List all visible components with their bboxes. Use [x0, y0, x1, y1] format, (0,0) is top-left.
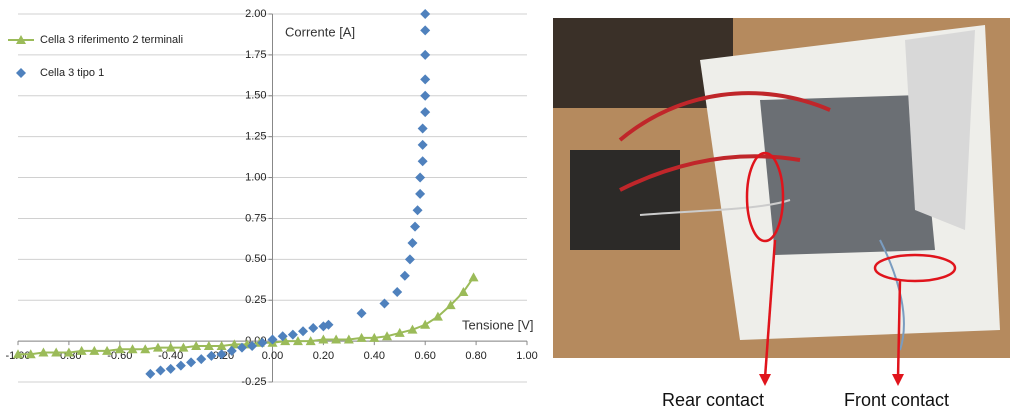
marker	[418, 123, 428, 133]
marker	[413, 205, 423, 215]
marker	[410, 222, 420, 232]
photo: Rear contact Front contact	[553, 18, 1010, 410]
marker	[418, 156, 428, 166]
holder	[570, 150, 680, 250]
legend-marker	[16, 68, 26, 78]
marker	[415, 189, 425, 199]
x-tick-label: 0.20	[313, 350, 334, 362]
arrowhead	[892, 374, 904, 386]
x-tick-label: 0.00	[262, 350, 283, 362]
marker	[420, 107, 430, 117]
page: Rear contact Front contact Corrente [A] …	[0, 0, 1020, 415]
y-tick-label: -0.25	[241, 376, 266, 388]
legend-label: Cella 3 tipo 1	[40, 67, 104, 79]
marker	[407, 238, 417, 248]
marker	[176, 361, 186, 371]
marker	[420, 50, 430, 60]
marker	[288, 330, 298, 340]
marker	[308, 323, 318, 333]
marker	[392, 287, 402, 297]
marker	[357, 308, 367, 318]
figure: Rear contact Front contact Corrente [A] …	[0, 0, 1020, 415]
plate	[760, 95, 935, 255]
x-tick-label: 0.40	[364, 350, 385, 362]
arrowhead	[759, 374, 771, 386]
y-tick-label: 1.00	[245, 171, 266, 183]
photo-label: Rear contact	[662, 390, 764, 410]
paper-fold	[905, 30, 975, 230]
x-tick-label: -0.40	[158, 350, 183, 362]
x-axis-title: Tensione [V]	[462, 317, 534, 332]
marker	[156, 366, 166, 376]
x-tick-label: 0.60	[414, 350, 435, 362]
y-tick-label: 2.00	[245, 8, 266, 20]
marker	[400, 271, 410, 281]
marker	[186, 357, 196, 367]
marker	[469, 272, 479, 281]
marker	[415, 173, 425, 183]
x-tick-label: 0.80	[465, 350, 486, 362]
y-tick-label: 0.75	[245, 212, 266, 224]
x-tick-label: 1.00	[516, 350, 537, 362]
marker	[420, 74, 430, 84]
y-tick-label: 1.50	[245, 90, 266, 102]
marker	[145, 369, 155, 379]
marker	[405, 254, 415, 264]
marker	[166, 364, 176, 374]
marker	[420, 91, 430, 101]
marker	[420, 320, 430, 329]
marker	[420, 9, 430, 19]
y-tick-label: 1.25	[245, 131, 266, 143]
marker	[298, 326, 308, 336]
y-tick-label: 1.75	[245, 49, 266, 61]
y-axis-title: Corrente [A]	[285, 24, 355, 39]
marker	[418, 140, 428, 150]
y-tick-label: 0.25	[245, 294, 266, 306]
legend-label: Cella 3 riferimento 2 terminali	[40, 34, 183, 46]
marker	[196, 354, 206, 364]
photo-label: Front contact	[844, 390, 949, 410]
marker	[420, 25, 430, 35]
y-tick-label: 0.50	[245, 253, 266, 265]
